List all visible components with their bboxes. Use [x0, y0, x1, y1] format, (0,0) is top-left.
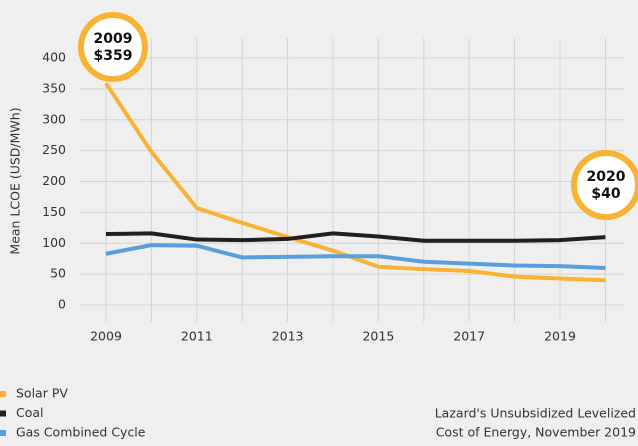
y-tick-label: 100	[42, 235, 66, 250]
legend-swatch	[0, 391, 6, 397]
x-tick-label: 2017	[453, 329, 485, 344]
y-tick-label: 200	[42, 173, 66, 188]
legend-swatch	[0, 410, 6, 417]
y-tick-label: 400	[42, 50, 66, 65]
legend-swatch	[0, 430, 6, 436]
x-tick-label: 2011	[181, 329, 213, 344]
x-tick-label: 2019	[544, 329, 576, 344]
y-tick-label: 0	[58, 297, 66, 312]
x-tick-label: 2015	[362, 329, 394, 344]
legend-label: Solar PV	[16, 386, 68, 401]
legend-label: Gas Combined Cycle	[16, 425, 146, 440]
series-line	[105, 243, 606, 270]
source-line: Cost of Energy, November 2019	[436, 425, 636, 440]
annotation-text: 2009	[94, 31, 133, 47]
y-tick-label: 250	[42, 142, 66, 157]
legend-label: Coal	[16, 405, 44, 420]
series-line	[105, 231, 606, 243]
y-tick-label: 350	[42, 80, 66, 95]
source-line: Lazard's Unsubsidized Levelized	[435, 406, 636, 421]
annotation-text: $359	[94, 48, 133, 64]
annotation-text: 2020	[587, 169, 626, 185]
annotation-circle	[78, 12, 148, 82]
annotation-circle	[571, 150, 638, 220]
y-tick-label: 50	[50, 266, 66, 281]
series-line	[104, 82, 606, 283]
y-axis-label: Mean LCOE (USD/MWh)	[8, 107, 23, 254]
x-tick-label: 2013	[272, 329, 304, 344]
annotation-text: $40	[591, 186, 620, 202]
y-tick-label: 300	[42, 111, 66, 126]
y-tick-label: 150	[42, 204, 66, 219]
x-tick-label: 2009	[90, 329, 122, 344]
